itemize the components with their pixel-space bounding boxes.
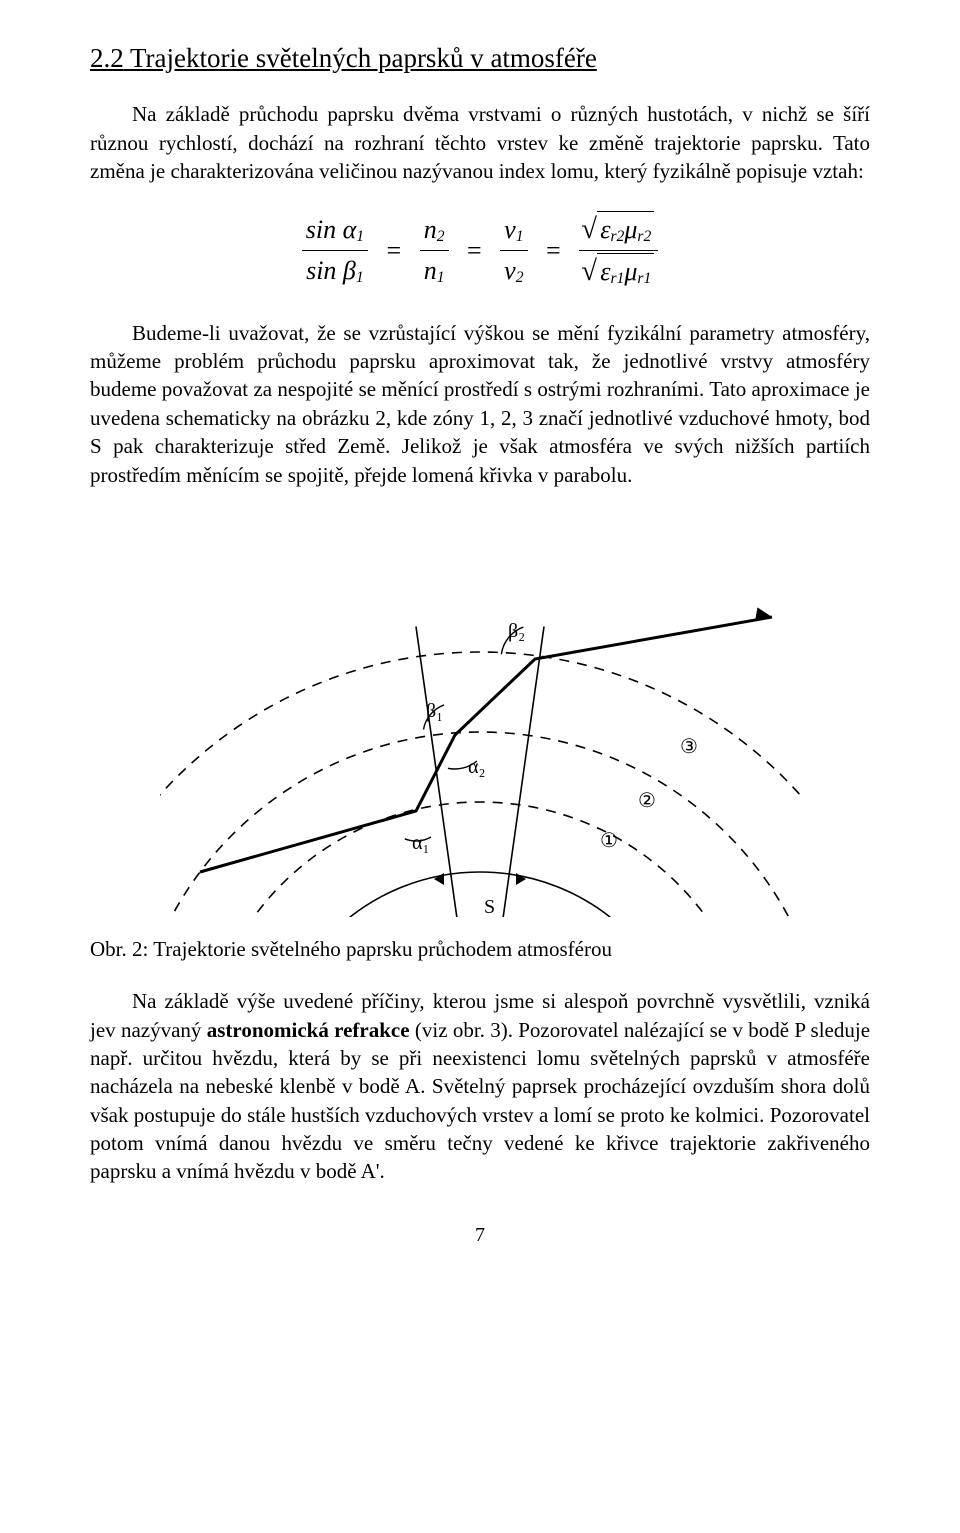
frac-v-num: v1 [500, 212, 527, 250]
svg-text:α₂: α₂ [468, 756, 485, 778]
v1: v [504, 215, 516, 244]
sin-beta-sub: 1 [356, 269, 364, 286]
section-title: 2.2 Trajektorie světelných paprsků v atm… [90, 40, 870, 76]
v1-sub: 1 [516, 229, 524, 246]
paragraph-3-post: (viz obr. 3). Pozorovatel nalézající se … [90, 1018, 870, 1184]
mu-r2-sub: r2 [637, 229, 651, 246]
frac-sin-num: sin α1 [302, 212, 368, 250]
frac-sqrt: εr2μr2 εr1μr1 [579, 211, 658, 288]
svg-text:①: ① [600, 830, 618, 852]
frac-sin-den: sin β1 [302, 251, 368, 288]
eps-r1-sub: r1 [610, 270, 624, 287]
frac-n-den: n1 [420, 251, 449, 288]
n2-sub: 2 [437, 229, 445, 246]
mu-r1-sub: r1 [637, 270, 651, 287]
eps-r2-sub: r2 [610, 229, 624, 246]
sin-alpha-sub: 1 [356, 229, 364, 246]
page-number: 7 [90, 1222, 870, 1249]
frac-v-den: v2 [500, 251, 527, 288]
frac-n-num: n2 [420, 212, 449, 250]
paragraph-3: Na základě výše uvedené příčiny, kterou … [90, 987, 870, 1185]
v2: v [504, 256, 516, 285]
n1: n [424, 256, 437, 285]
page: 2.2 Trajektorie světelných paprsků v atm… [0, 0, 960, 1289]
svg-text:α₁: α₁ [412, 832, 429, 854]
mu-r2: μ [624, 215, 637, 244]
n1-sub: 1 [437, 269, 445, 286]
frac-v: v1 v2 [500, 212, 527, 287]
paragraph-1: Na základě průchodu paprsku dvěma vrstva… [90, 100, 870, 185]
figure-2: α₁ β₁ α₂ β₂ ①② ③ S [90, 517, 870, 917]
equals-2: = [467, 233, 482, 268]
equals-3: = [546, 233, 561, 268]
sin-alpha: sin α [306, 215, 357, 244]
section-number: 2.2 [90, 43, 124, 73]
sqrt-num: εr2μr2 [583, 211, 654, 247]
frac-sqrt-den: εr1μr1 [579, 251, 658, 289]
paragraph-3-bold-term: astronomická refrakce [207, 1018, 410, 1042]
svg-text:β₁: β₁ [426, 700, 443, 722]
frac-sqrt-num: εr2μr2 [579, 211, 658, 250]
figure-2-svg: α₁ β₁ α₂ β₂ ①② ③ S [160, 517, 800, 917]
sin-beta: sin β [306, 256, 356, 285]
v2-sub: 2 [516, 269, 524, 286]
eps-r1: ε [600, 257, 610, 286]
section-name: Trajektorie světelných paprsků v atmosfé… [130, 43, 597, 73]
figure-2-caption: Obr. 2: Trajektorie světelného paprsku p… [90, 935, 870, 963]
eps-r2: ε [600, 215, 610, 244]
frac-n: n2 n1 [420, 212, 449, 287]
sqrt-den: εr1μr1 [583, 253, 654, 289]
equals-1: = [387, 233, 402, 268]
svg-text:S: S [484, 896, 495, 917]
svg-text:β₂: β₂ [508, 620, 525, 642]
n2: n [424, 215, 437, 244]
paragraph-2: Budeme-li uvažovat, že se vzrůstající vý… [90, 319, 870, 489]
frac-sin: sin α1 sin β1 [302, 212, 368, 287]
svg-text:②: ② [638, 790, 656, 812]
mu-r1: μ [624, 257, 637, 286]
svg-text:③: ③ [680, 736, 698, 758]
formula-snells-law: sin α1 sin β1 = n2 n1 = v1 v2 = [90, 211, 870, 288]
